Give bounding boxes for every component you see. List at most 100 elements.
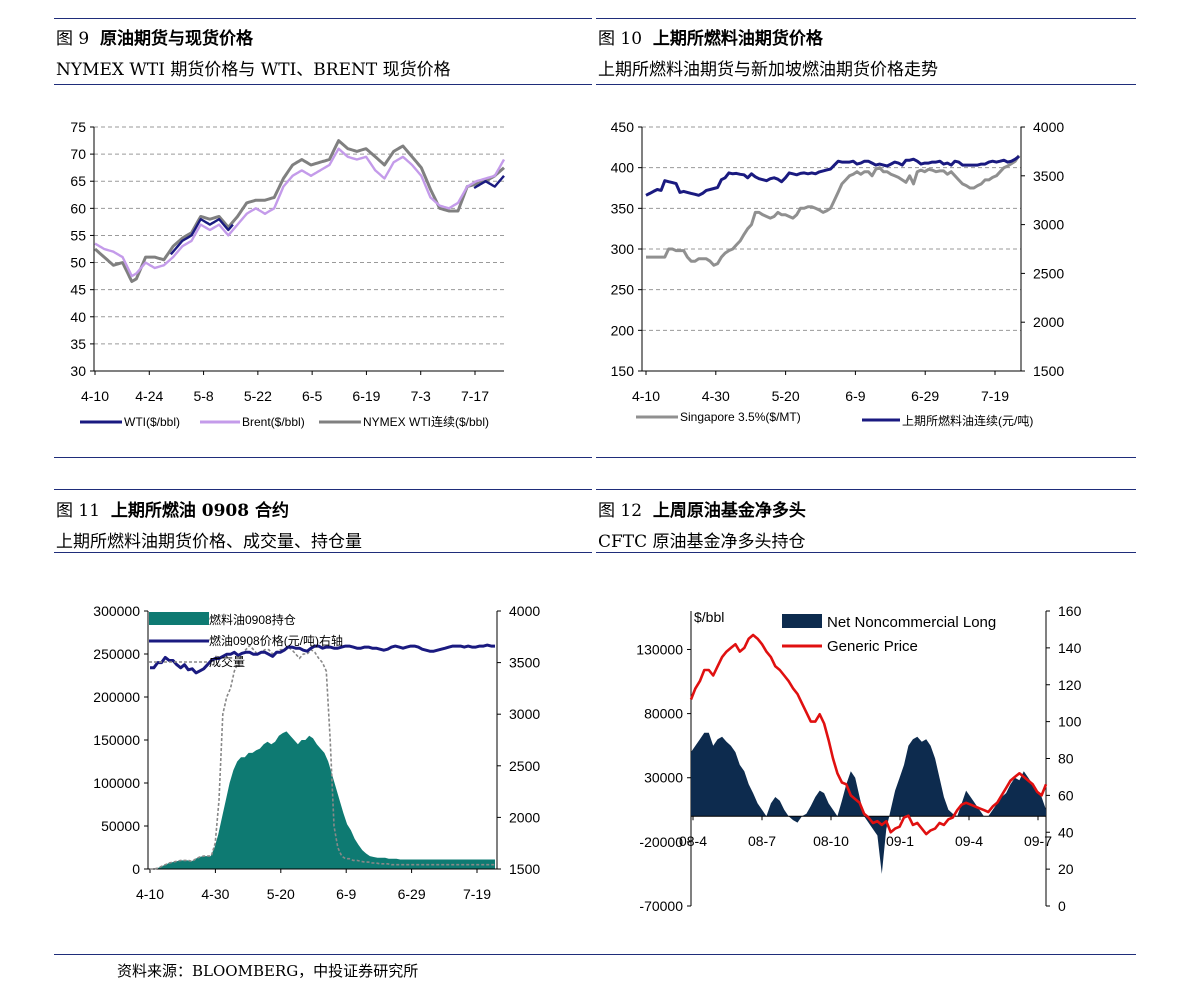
y-tick-label-left: 350 bbox=[611, 200, 635, 216]
legend-label: Singapore 3.5%($/MT) bbox=[680, 410, 801, 424]
y-tick-label-right: 4000 bbox=[509, 603, 540, 619]
y-tick-label-right: 3000 bbox=[509, 706, 540, 722]
y-tick-label-left: -20000 bbox=[639, 834, 683, 850]
x-tick-label: 4-24 bbox=[135, 388, 163, 404]
x-tick-label: 7-3 bbox=[411, 388, 431, 404]
y-tick-label-right: 2000 bbox=[509, 809, 540, 825]
area-net-long bbox=[691, 732, 1046, 874]
y-tick-label-right: 0 bbox=[1058, 898, 1066, 914]
y-tick-label: 70 bbox=[70, 146, 86, 162]
legend-swatch bbox=[149, 612, 209, 625]
y-tick-label-left: 150 bbox=[611, 363, 635, 379]
panel-2-subtitle: 上期所燃料油期货与新加坡燃油期货价格走势 bbox=[598, 60, 938, 80]
x-tick-label: 09-4 bbox=[955, 833, 983, 849]
y-tick-label: 50 bbox=[70, 255, 86, 271]
y-tick-label-right: 20 bbox=[1058, 861, 1074, 877]
y-tick-label-right: 1500 bbox=[509, 861, 540, 877]
chart-cftc-net-long: -70000 -20000 30000 80000 130000 0 20 40 60 80 100… bbox=[636, 603, 1082, 914]
y-tick-label-right: 60 bbox=[1058, 787, 1074, 803]
legend-label: WTI($/bbl) bbox=[124, 415, 180, 429]
y-tick-label: 35 bbox=[70, 336, 86, 352]
y-tick-label-left: 50000 bbox=[101, 818, 140, 834]
y-tick-label: 55 bbox=[70, 227, 86, 243]
y-tick-label-left: 0 bbox=[132, 861, 140, 877]
chart-fuel-oil-0908: 0 50000 100000 150000 200000 250000 300000 1500… bbox=[93, 603, 540, 902]
sub-rule-right-2 bbox=[596, 552, 1136, 553]
panel-3-subtitle: 上期所燃料油期货价格、成交量、持仓量 bbox=[56, 532, 362, 552]
sub-rule-right-1 bbox=[596, 84, 1136, 85]
panel-4-title: 图 12 上周原油基金净多头 bbox=[598, 501, 806, 521]
series-line-shfe bbox=[645, 155, 1020, 197]
y-tick-label: 60 bbox=[70, 200, 86, 216]
top-rule-left bbox=[54, 18, 592, 19]
y-tick-label-right: 4000 bbox=[1033, 119, 1064, 135]
x-tick-label: 7-19 bbox=[981, 388, 1009, 404]
x-tick-label: 7-19 bbox=[463, 886, 491, 902]
x-tick-label: 4-10 bbox=[136, 886, 164, 902]
y-tick-label-left: 250000 bbox=[93, 646, 140, 662]
x-tick-label: 5-22 bbox=[244, 388, 272, 404]
sub-rule-left-2 bbox=[54, 552, 592, 553]
y-tick-label: 65 bbox=[70, 173, 86, 189]
y-tick-label-left: 450 bbox=[611, 119, 635, 135]
x-tick-label: 6-19 bbox=[352, 388, 380, 404]
y-tick-label-left: 130000 bbox=[636, 641, 683, 657]
y-tick-label-right: 80 bbox=[1058, 751, 1074, 767]
panel-1-title: 图 9 原油期货与现货价格 bbox=[56, 29, 254, 49]
mid-rule-left bbox=[54, 457, 592, 458]
panel-4-subtitle: CFTC 原油基金净多头持仓 bbox=[598, 532, 806, 552]
x-tick-label: 08-7 bbox=[748, 833, 776, 849]
y-tick-label: 30 bbox=[70, 363, 86, 379]
x-tick-label: 6-29 bbox=[911, 388, 939, 404]
y-tick-label-left: 100000 bbox=[93, 775, 140, 791]
x-tick-label: 09-7 bbox=[1024, 833, 1052, 849]
x-tick-label: 6-29 bbox=[398, 886, 426, 902]
series-line-price bbox=[150, 643, 495, 675]
y-tick-label-left: 400 bbox=[611, 160, 635, 176]
x-tick-label: 7-17 bbox=[461, 388, 489, 404]
y-tick-label-left: 300000 bbox=[93, 603, 140, 619]
x-tick-label: 4-10 bbox=[632, 388, 660, 404]
chart-fuel-oil-futures: 150 200 250 300 350 400 450 1500 2000 2500 3000 350… bbox=[611, 119, 1065, 428]
y-tick-label-left: 150000 bbox=[93, 732, 140, 748]
y-tick-label: 75 bbox=[70, 119, 86, 135]
y-tick-label-right: 3500 bbox=[509, 655, 540, 671]
panel-2-title: 图 10 上期所燃料油期货价格 bbox=[598, 29, 823, 49]
panel-1-subtitle: NYMEX WTI 期货价格与 WTI、BRENT 现货价格 bbox=[56, 60, 451, 80]
y-tick-label-left: 30000 bbox=[644, 770, 683, 786]
y-tick-label-right: 3500 bbox=[1033, 168, 1064, 184]
x-tick-label: 6-9 bbox=[845, 388, 865, 404]
legend-label: Brent($/bbl) bbox=[242, 415, 305, 429]
x-tick-label: 09-1 bbox=[886, 833, 914, 849]
y-tick-label-left: 80000 bbox=[644, 706, 683, 722]
y-tick-label: 45 bbox=[70, 282, 86, 298]
y-tick-label-right: 120 bbox=[1058, 677, 1082, 693]
x-tick-label: 08-10 bbox=[813, 833, 849, 849]
x-tick-label: 4-10 bbox=[81, 388, 109, 404]
y-tick-label-right: 140 bbox=[1058, 640, 1082, 656]
top-rule-right-2 bbox=[596, 489, 1136, 490]
legend-label: 成交量 bbox=[209, 654, 245, 669]
area-open-interest bbox=[150, 731, 495, 869]
y-tick-label-right: 3000 bbox=[1033, 217, 1064, 233]
y-tick-label: 40 bbox=[70, 309, 86, 325]
series-line-volume bbox=[150, 644, 495, 870]
y-tick-label-right: 40 bbox=[1058, 824, 1074, 840]
sub-rule-left-1 bbox=[54, 84, 592, 85]
x-tick-label: 5-20 bbox=[772, 388, 800, 404]
top-rule-right bbox=[596, 18, 1136, 19]
bottom-rule bbox=[54, 954, 1136, 955]
y-tick-label-right: 160 bbox=[1058, 603, 1082, 619]
x-tick-label: 4-30 bbox=[201, 886, 229, 902]
y-tick-label-left: 300 bbox=[611, 241, 635, 257]
y-tick-label-right: 2500 bbox=[1033, 265, 1064, 281]
panel-3-title: 图 11 上期所燃油 0908 合约 bbox=[56, 501, 290, 521]
y-tick-label-right: 1500 bbox=[1033, 363, 1064, 379]
legend-label: Generic Price bbox=[827, 638, 918, 655]
series-line bbox=[94, 147, 506, 278]
x-tick-label: 6-9 bbox=[336, 886, 356, 902]
series-line-singapore bbox=[646, 154, 1021, 267]
y-tick-label-right: 2500 bbox=[509, 758, 540, 774]
y-unit-label: $/bbl bbox=[694, 609, 724, 625]
y-tick-label-left: -70000 bbox=[639, 898, 683, 914]
